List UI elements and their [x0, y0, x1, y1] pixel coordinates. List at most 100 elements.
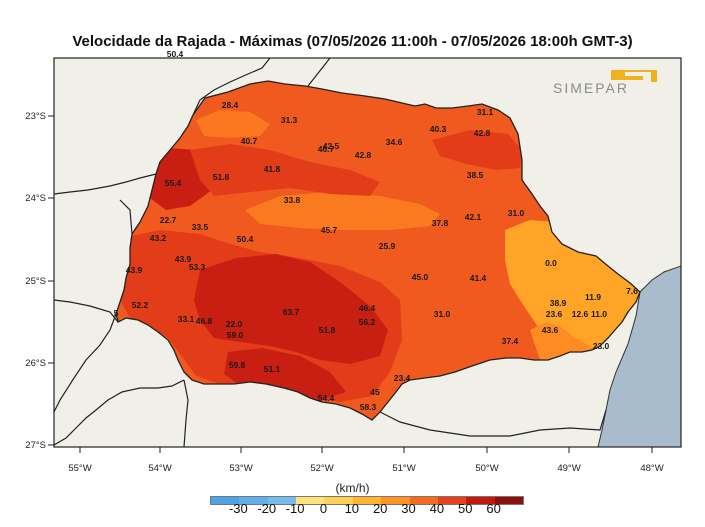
colorbar-tick-label: 40 [429, 501, 445, 516]
colorbar-swatch [239, 497, 268, 504]
station-value-label: 51.8 [213, 172, 230, 182]
station-value-label: 11.9 [585, 292, 601, 302]
logo-text: SIMEPAR [553, 80, 629, 96]
station-value-label: 55.4 [165, 178, 182, 188]
station-value-label: 42.8 [474, 128, 491, 138]
wind-field-northeast-high [432, 130, 522, 170]
colorbar-tick-label: 10 [344, 501, 360, 516]
station-value-label: 23.0 [593, 341, 610, 351]
colorbar-tick-label: 60 [486, 501, 501, 516]
colorbar-ticks: -30 -20 -10 0 10 20 30 40 50 60 [210, 501, 522, 519]
station-value-label: 45 [370, 387, 380, 397]
station-value-label: 37.4 [502, 336, 519, 346]
station-value-label: 7.6 [626, 286, 638, 296]
station-value-label: 52.2 [132, 300, 149, 310]
station-value-label: 63.7 [283, 307, 300, 317]
station-value-label: 23.4 [394, 373, 411, 383]
station-value-label: 53.3 [189, 262, 206, 272]
station-value-label: 34.6 [386, 137, 403, 147]
lon-label: 48°W [640, 463, 663, 474]
station-value-label: 51.1 [264, 364, 281, 374]
lat-label: 27°S [25, 440, 46, 451]
station-value-label: 43.6 [542, 325, 559, 335]
station-value-label: 59.8 [229, 360, 246, 370]
station-value-label: 54.4 [318, 393, 335, 403]
wind-field-northwest-mid [190, 144, 380, 196]
station-value-label: 0.0 [545, 258, 557, 268]
station-value-label: 31.0 [508, 208, 525, 218]
colorbar-swatch [409, 497, 438, 504]
station-value-label: 23.6 [546, 309, 563, 319]
station-value-label: 42.1 [465, 212, 482, 222]
lon-label: 51°W [392, 463, 415, 474]
station-value-label: 43.9 [175, 254, 192, 264]
colorbar-tick-label: 0 [319, 501, 328, 516]
lon-label: 55°W [68, 463, 91, 474]
colorbar [210, 496, 524, 505]
colorbar-unit-label: (km/h) [335, 481, 370, 495]
station-value-label: 46.4 [359, 303, 376, 313]
parana-outline [115, 80, 641, 421]
station-value-label: 33.5 [192, 222, 209, 232]
station-value-label: 38.5 [467, 170, 484, 180]
colorbar-tick-label: 20 [372, 501, 388, 516]
station-value-label: 46.7 [318, 144, 335, 154]
station-value-label: 12.6 [572, 309, 589, 319]
colorbar-swatch [324, 497, 353, 504]
station-value-label: 28.4 [222, 100, 239, 110]
wind-field-southwest-high [194, 254, 388, 364]
latitude-axis: 23°S 24°S 25°S 26°S 27°S [25, 111, 54, 451]
station-value-label: 46.8 [196, 316, 213, 326]
colorbar-swatch [267, 497, 297, 504]
colorbar-swatch [211, 497, 240, 504]
colorbar-swatch [466, 497, 495, 504]
station-value-label: 37.8 [432, 218, 449, 228]
border-lines [54, 58, 607, 447]
station-value-label: 42.8 [355, 150, 372, 160]
station-value-label: 31.3 [281, 115, 298, 125]
lat-label: 25°S [25, 276, 46, 287]
station-value-label: 31.0 [434, 309, 451, 319]
station-value-label: 40.3 [430, 124, 447, 134]
station-value-label: 31.1 [477, 107, 494, 117]
colorbar-tick-label: -10 [285, 501, 305, 516]
wind-field-north-low [196, 110, 270, 138]
wind-field-center-low [245, 192, 440, 230]
station-value-label: 22.7 [160, 215, 177, 225]
lon-label: 52°W [310, 463, 333, 474]
map-title: Velocidade da Rajada - Máximas (07/05/20… [72, 33, 633, 50]
logo-mark-icon [611, 70, 657, 82]
colorbar-tick-label: -20 [257, 501, 277, 516]
station-value-label: 33.8 [284, 195, 301, 205]
colorbar-swatch [494, 497, 523, 504]
colorbar-tick-label: 50 [458, 501, 473, 516]
colorbar-swatch [296, 497, 325, 504]
station-value-label: 5 [114, 308, 119, 318]
station-value-label: 43.9 [126, 265, 143, 275]
lon-label: 53°W [229, 463, 252, 474]
station-value-label: 25.9 [379, 241, 396, 251]
station-value-label: 50.4 [167, 49, 184, 59]
station-values: 50.4 28.4 31.3 31.1 40.3 42.8 40.7 42.546.7 34.6… [114, 49, 639, 412]
station-value-label: 22.0 [226, 319, 243, 329]
station-value-label: 42.5 [323, 141, 340, 151]
lat-label: 26°S [25, 358, 46, 369]
station-value-label: 56.2 [359, 317, 376, 327]
longitude-axis: 55°W 54°W 53°W 52°W 51°W 50°W 49°W 48°W [68, 447, 664, 474]
station-value-label: 50.4 [237, 234, 254, 244]
colorbar-swatch [437, 497, 467, 504]
station-value-label: 41.4 [470, 273, 487, 283]
station-value-label: 51.8 [319, 325, 336, 335]
station-value-label: 11.0 [591, 309, 607, 319]
station-value-label: 41.8 [264, 164, 281, 174]
colorbar-swatch [381, 497, 410, 504]
wind-field-east-mid [530, 322, 600, 360]
station-value-label: 58.3 [360, 402, 377, 412]
station-value-label: 59.0 [227, 330, 244, 340]
station-value-label: 33.1 [178, 314, 195, 324]
lon-label: 54°W [148, 463, 171, 474]
lat-label: 24°S [25, 193, 46, 204]
colorbar-swatch [352, 497, 382, 504]
map-frame [53, 57, 682, 448]
lat-label: 23°S [25, 111, 46, 122]
